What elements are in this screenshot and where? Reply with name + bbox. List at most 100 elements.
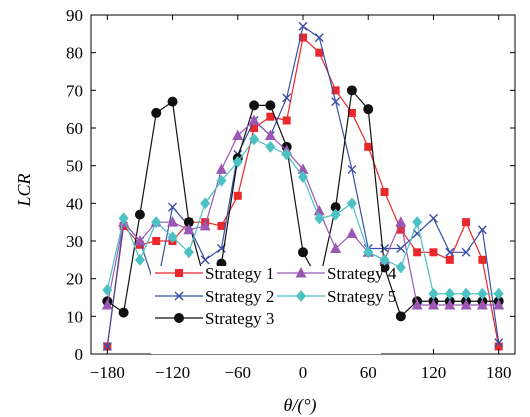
x-tick-label: 180	[486, 363, 512, 382]
data-point	[134, 235, 146, 246]
data-point	[444, 287, 455, 300]
data-point	[461, 247, 471, 257]
data-point	[200, 197, 211, 210]
marker-stroke	[102, 341, 112, 351]
y-tick-label: 10	[66, 307, 83, 326]
data-point	[167, 231, 178, 244]
data-point	[445, 255, 454, 264]
marker-stroke	[347, 164, 357, 174]
series-layer	[101, 21, 505, 351]
data-point	[314, 33, 324, 43]
data-point	[297, 163, 309, 174]
legend-marker	[174, 313, 184, 323]
data-point	[494, 342, 503, 351]
data-point	[102, 283, 113, 296]
data-point	[494, 338, 504, 348]
data-point	[347, 164, 357, 174]
marker-stroke	[412, 228, 422, 238]
data-point	[330, 208, 341, 221]
marker-stroke	[314, 33, 324, 43]
data-point	[346, 85, 357, 96]
x-axis-label: θ/(°)	[283, 395, 316, 416]
data-point	[477, 287, 488, 300]
data-point	[183, 217, 194, 228]
y-tick-label: 90	[66, 6, 83, 25]
data-point	[183, 223, 195, 235]
legend-label: Strategy 3	[205, 309, 274, 328]
y-axis-label: LCR	[14, 173, 34, 207]
marker-stroke	[461, 247, 471, 257]
marker-stroke	[282, 93, 292, 103]
data-point	[167, 96, 178, 107]
y-axis-ticks: 0 10 20 30 40 50 60 70 80 90	[66, 6, 515, 364]
legend: Strategy 1 Strategy 2 Strategy 3 Strategy 4…	[151, 264, 397, 354]
data-point	[379, 262, 390, 273]
data-point	[298, 170, 308, 183]
y-tick-label: 80	[66, 44, 83, 63]
legend-label: Strategy 2	[205, 287, 274, 306]
data-point	[428, 287, 439, 300]
data-point	[199, 219, 211, 231]
legend-item: Strategy 3	[155, 309, 274, 328]
marker-stroke	[445, 247, 455, 257]
legend-marker	[296, 290, 306, 302]
x-tick-label: 60	[360, 363, 377, 382]
data-point	[364, 142, 373, 151]
data-point	[216, 174, 227, 187]
data-point	[167, 216, 179, 227]
x-axis-ticks: −180 −120 −60 0 60 120 180	[90, 15, 512, 382]
data-point	[298, 21, 308, 31]
data-point	[250, 124, 259, 132]
data-point	[445, 247, 455, 257]
legend-item: Strategy 1	[155, 264, 274, 283]
marker-stroke	[396, 244, 406, 254]
data-point	[314, 212, 325, 225]
data-point	[102, 341, 112, 351]
data-point	[264, 129, 276, 141]
data-point	[396, 225, 405, 234]
marker-stroke	[298, 21, 308, 31]
data-point	[249, 133, 260, 146]
data-point	[331, 97, 341, 107]
x-tick-label: 0	[299, 363, 308, 382]
data-point	[331, 86, 340, 95]
data-point	[411, 299, 423, 310]
data-point	[101, 299, 113, 310]
data-point	[460, 299, 472, 310]
data-point	[233, 191, 242, 200]
data-point	[168, 202, 178, 212]
data-point	[330, 202, 341, 213]
legend-background	[151, 266, 381, 354]
data-point	[298, 247, 308, 258]
y-tick-label: 60	[66, 119, 83, 138]
data-point	[476, 299, 488, 310]
y-tick-label: 20	[66, 270, 83, 289]
marker-stroke	[380, 244, 390, 254]
data-point	[299, 33, 307, 42]
data-point	[363, 246, 374, 259]
data-point	[232, 129, 244, 141]
marker-stroke	[477, 225, 487, 235]
data-point	[413, 248, 422, 257]
x-tick-label: −60	[224, 363, 251, 382]
y-tick-label: 70	[66, 81, 83, 100]
data-point	[478, 255, 487, 264]
data-point	[427, 299, 439, 310]
marker-stroke	[331, 97, 341, 107]
series-strategy-3	[102, 85, 504, 322]
marker-stroke	[428, 213, 438, 223]
data-point	[395, 261, 406, 274]
data-point	[444, 299, 456, 310]
data-point	[118, 307, 129, 318]
y-tick-label: 30	[66, 232, 83, 251]
data-point	[380, 188, 389, 197]
legend-item: Strategy 2	[155, 287, 274, 306]
data-point	[347, 108, 356, 117]
data-point	[134, 209, 145, 220]
data-point	[248, 114, 260, 125]
x-tick-label: −180	[90, 363, 125, 382]
legend-label: Strategy 5	[327, 287, 396, 306]
data-point	[462, 218, 471, 227]
data-point	[282, 116, 291, 125]
